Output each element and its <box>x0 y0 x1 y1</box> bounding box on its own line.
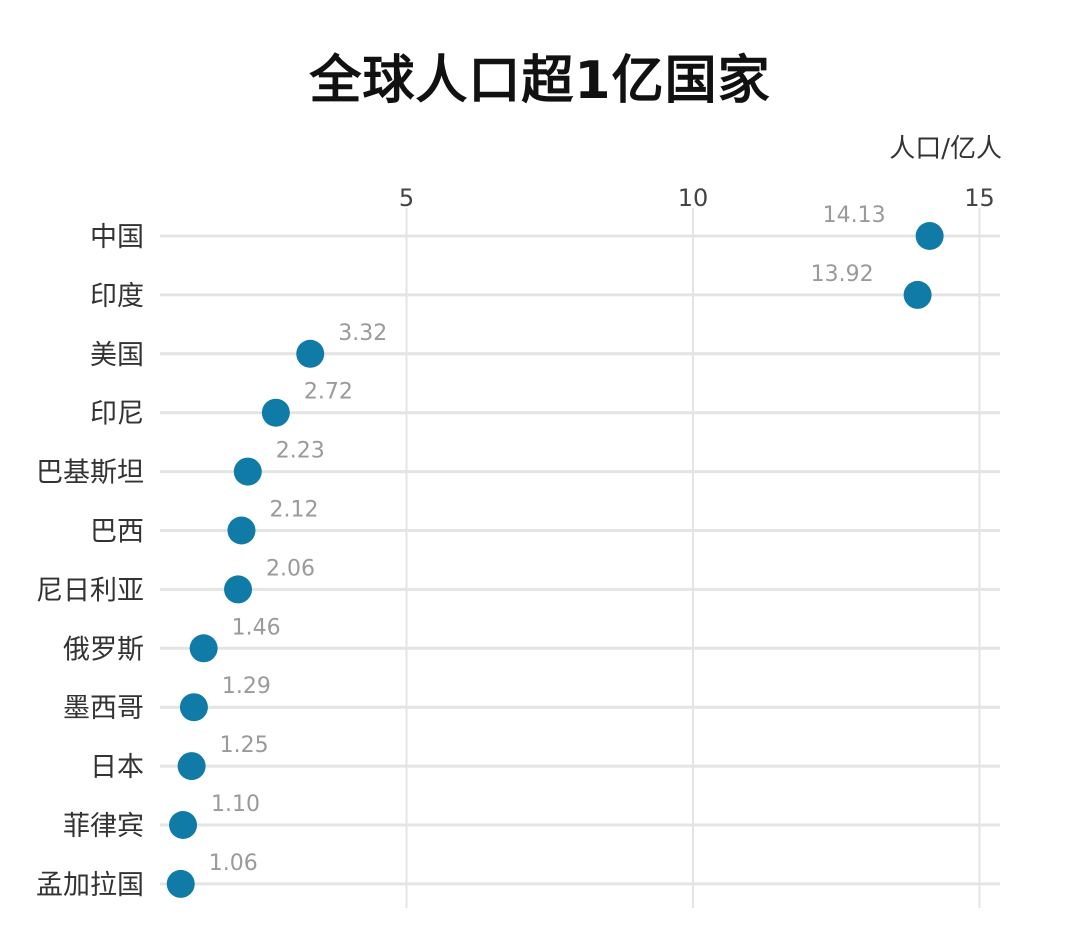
data-point <box>261 398 290 427</box>
data-point <box>233 457 262 486</box>
category-label: 巴基斯坦 <box>36 458 144 489</box>
data-point <box>166 869 195 898</box>
value-label: 1.25 <box>220 733 269 758</box>
category-label: 菲律宾 <box>63 811 144 842</box>
unit-label: 人口/亿人 <box>889 134 1002 164</box>
category-label: 孟加拉国 <box>36 870 144 901</box>
value-label: 1.06 <box>209 851 258 876</box>
x-tick-label: 10 <box>678 184 709 212</box>
category-label: 俄罗斯 <box>63 634 144 665</box>
x-tick-label: 5 <box>399 184 414 212</box>
category-label: 中国 <box>90 222 144 253</box>
chart-title: 全球人口超1亿国家 <box>309 51 771 111</box>
data-point <box>915 222 944 250</box>
category-label: 巴西 <box>90 517 144 548</box>
category-label: 美国 <box>90 340 144 371</box>
value-label: 1.10 <box>211 792 260 817</box>
data-point <box>227 516 256 545</box>
value-label: 3.32 <box>338 321 387 346</box>
value-label: 14.13 <box>823 203 886 228</box>
data-point <box>189 634 218 663</box>
value-label: 1.29 <box>222 674 271 699</box>
value-label: 2.23 <box>276 439 325 464</box>
value-label: 2.06 <box>266 556 315 581</box>
category-label: 印度 <box>90 281 144 312</box>
value-label: 13.92 <box>811 262 874 287</box>
value-label: 2.12 <box>269 498 318 523</box>
category-label: 墨西哥 <box>63 693 144 724</box>
value-label: 1.46 <box>232 615 281 640</box>
category-label: 日本 <box>90 752 144 783</box>
category-label: 尼日利亚 <box>36 575 144 606</box>
x-tick-label: 15 <box>964 184 995 212</box>
data-point <box>224 575 253 604</box>
category-label: 印尼 <box>90 399 144 430</box>
value-label: 2.72 <box>304 380 353 405</box>
data-point <box>169 811 198 839</box>
data-point <box>296 339 325 368</box>
data-point <box>903 280 932 309</box>
data-point <box>177 752 206 781</box>
data-point <box>179 693 208 722</box>
